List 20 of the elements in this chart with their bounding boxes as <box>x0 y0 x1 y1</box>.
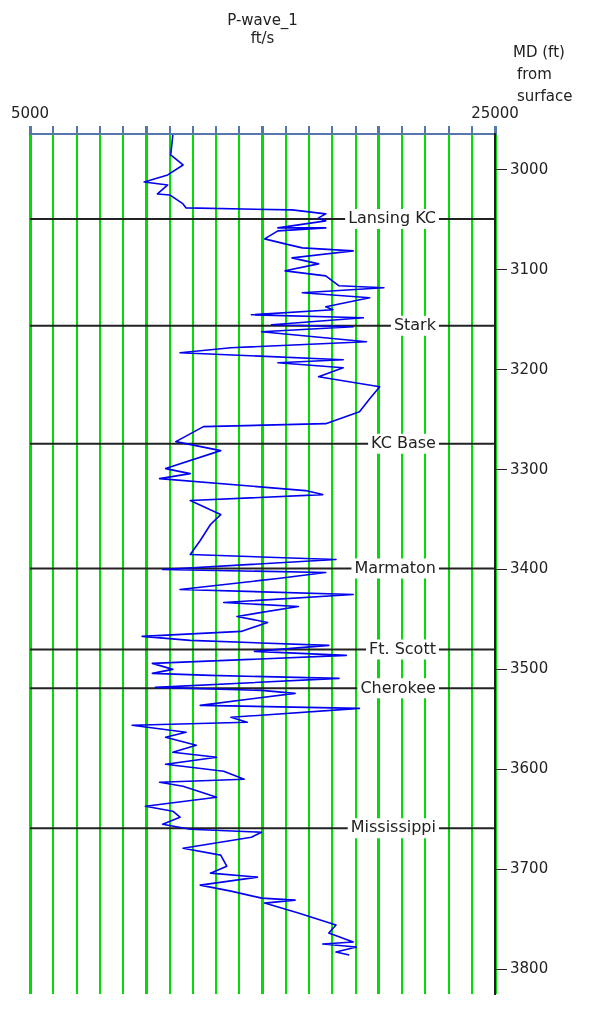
x-axis-title: P-wave_1 ft/s <box>227 10 298 47</box>
ref-line-label: Cherokee <box>360 677 436 697</box>
y-tick-label: 3500 <box>510 659 549 678</box>
y-tick-label: 3600 <box>510 759 549 778</box>
y-tick-label: 3700 <box>510 859 549 878</box>
y-tick-label: 3200 <box>510 359 549 378</box>
ref-line-label: Lansing KC <box>348 208 436 228</box>
ref-line-label: Ft. Scott <box>369 638 436 658</box>
y-tick-label: 3300 <box>510 459 549 478</box>
y-tick-label: 3800 <box>510 958 549 977</box>
y-tick-label: 3000 <box>510 159 549 178</box>
ref-line-label: Stark <box>393 314 437 334</box>
x-tick-label: 25000 <box>471 103 519 122</box>
ref-line-label: Marmaton <box>354 557 436 577</box>
y-axis-title: MD (ft) from surface <box>513 42 573 105</box>
x-tick-label: 5000 <box>10 103 50 122</box>
y-tick-label: 3100 <box>510 259 549 278</box>
ref-line-label: Mississippi <box>350 817 436 837</box>
ref-line-label: KC Base <box>371 432 436 452</box>
y-tick-label: 3400 <box>510 559 549 578</box>
